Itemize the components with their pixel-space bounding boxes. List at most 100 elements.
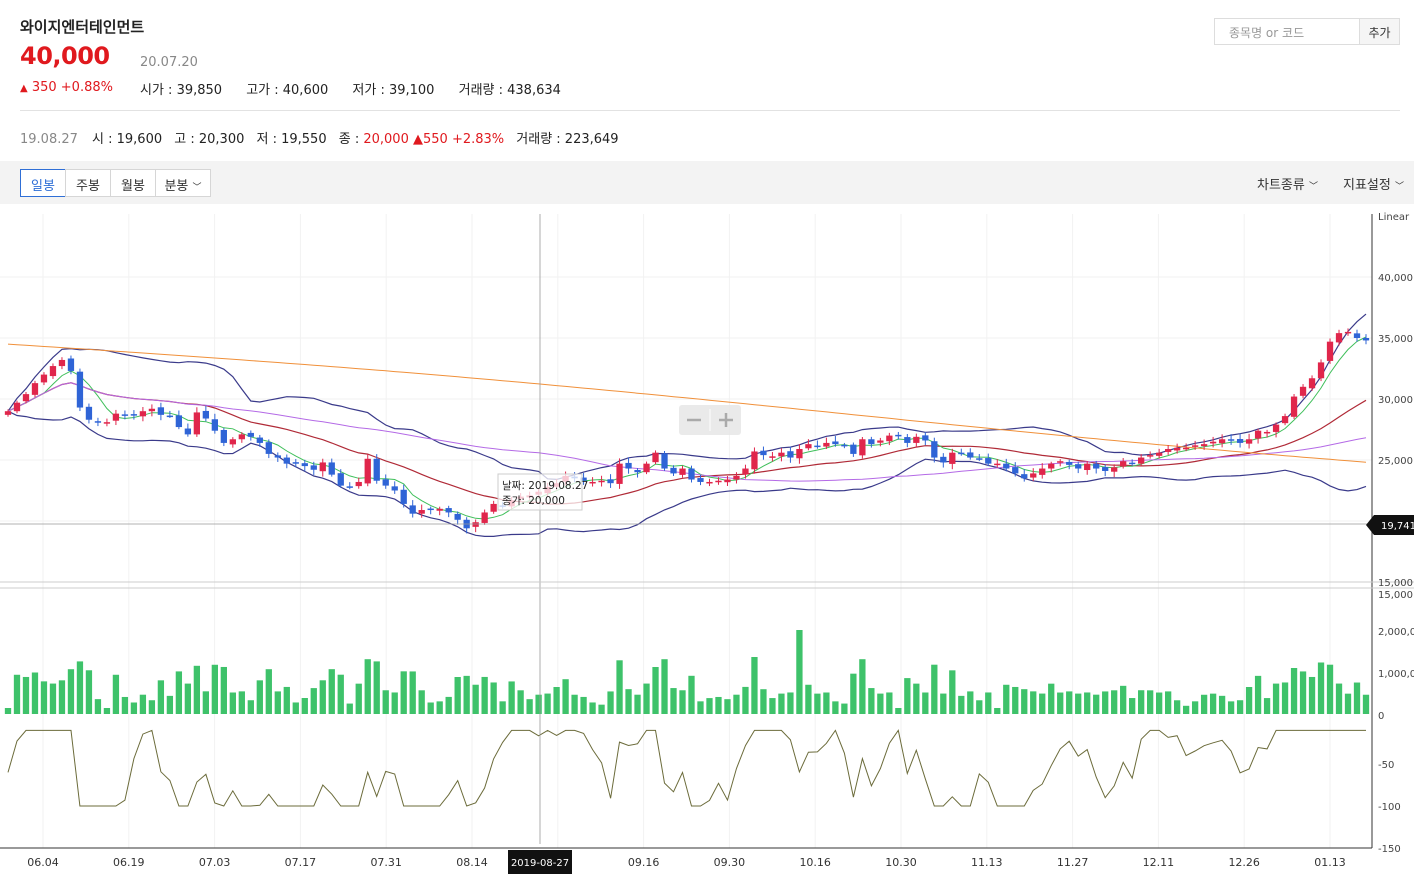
candle-body [1245,439,1253,444]
chart-grid [0,214,1372,848]
candle-body [796,449,803,459]
candle-body [247,432,254,437]
tab-minute[interactable]: 분봉 ﹀ [155,169,211,197]
volume-bar [895,708,902,714]
tooltip-close: 종가: 20,000 [502,495,565,507]
volume-bar [1039,693,1046,714]
indicator-line [7,729,1366,807]
volume-bar [769,698,776,714]
volume-bar [1057,692,1064,714]
candle-body [805,444,812,449]
candle-body [1147,455,1154,457]
volume-bar [220,666,227,714]
volume-bar [778,693,785,714]
volume-bar [643,683,650,714]
candle-body [697,478,704,482]
volume-bar [1102,691,1109,714]
candle-body [769,456,776,458]
volume-bar [742,686,749,714]
candle-body [310,465,317,470]
volume-bar [103,708,111,714]
candle-body [202,410,210,419]
candle-body [922,435,929,441]
zoom-control[interactable] [679,405,741,435]
candle-body [1111,467,1118,472]
volume-bar [580,696,587,714]
volume-bar [1164,691,1172,714]
volume-bar [139,694,147,714]
candle-body [724,479,731,483]
candle-body [1030,473,1037,478]
stock-name: 와이지엔터테인먼트 [20,18,145,36]
current-price-marker-label: 19,741 [1381,521,1414,532]
volume-bar [337,674,344,714]
candle-body [4,411,12,415]
volume-bar [4,708,12,714]
hover-volume: 거래량 : 223,649 [516,132,619,147]
volume-bar [229,692,236,714]
tab-daily[interactable]: 일봉 [20,169,66,197]
current-price: 40,000 [20,42,110,70]
change-value: 350 +0.88% [31,80,113,95]
volume-bar [868,688,875,714]
volume-bar [1191,701,1199,714]
candle-body [1191,445,1199,447]
indicator-label: 지표설정 [1343,178,1391,193]
candle-body [121,414,129,416]
indicator-dropdown[interactable]: 지표설정 ﹀ [1343,174,1404,193]
candle-body [373,458,380,481]
candle-body [256,437,263,443]
candle-body [823,442,830,447]
bollinger-bands [7,313,1367,537]
bollinger-upper [7,313,1367,481]
volume-bar [814,693,821,714]
x-axis-label: 07.31 [370,856,402,869]
candle-body [112,413,120,421]
volume-bar [148,700,156,714]
volume-bar [1200,694,1208,714]
candle-body [1353,333,1361,338]
candle-body [85,406,93,420]
volume-bar [76,661,84,714]
search-input[interactable]: 종목명 or 코드 [1214,18,1360,45]
candle-body [1326,341,1334,361]
tooltip-date: 날짜: 2019.08.27 [502,480,588,492]
volume-bar [193,665,201,714]
volume-bar [796,630,803,714]
x-axis-label: 06.19 [113,856,145,869]
volume-bars [4,630,1370,714]
volume-bar [1138,690,1145,714]
volume-bar [1129,698,1136,714]
candle-body [589,481,596,484]
candle-body [58,359,66,367]
volume-tick: 1,000,00 [1378,669,1414,680]
volume-bar [1290,668,1298,714]
tab-weekly[interactable]: 주봉 [65,169,111,197]
candle-body [364,458,371,484]
candle-body [1057,461,1064,463]
volume-bar [211,664,218,714]
candle-body [1120,461,1127,467]
candle-body [1317,362,1325,379]
candle-body [625,462,632,469]
candle-body [616,463,623,484]
volume-value: 거래량 : 438,634 [458,83,561,98]
chart-type-dropdown[interactable]: 차트종류 ﹀ [1257,174,1318,193]
stock-chart[interactable]: Linear 40,000 35,000 30,000 25,000 15,00… [0,204,1414,880]
candle-body [1272,424,1280,432]
tab-monthly[interactable]: 월봉 [110,169,156,197]
candle-body [868,439,875,445]
volume-bar [346,703,353,714]
volume-bar [1066,691,1073,714]
volume-bar [1182,705,1190,714]
volume-bar [1209,693,1217,714]
high-value: 고가 : 40,600 [246,83,329,98]
volume-bar [886,692,893,714]
volume-bar [355,683,362,714]
zoom-in-icon[interactable] [719,413,733,427]
add-button[interactable]: 추가 [1359,18,1400,45]
indicator-polyline [7,729,1366,807]
open-value: 시가 : 39,850 [140,83,223,98]
volume-tick: 0 [1378,711,1384,722]
volume-bar [841,703,848,714]
